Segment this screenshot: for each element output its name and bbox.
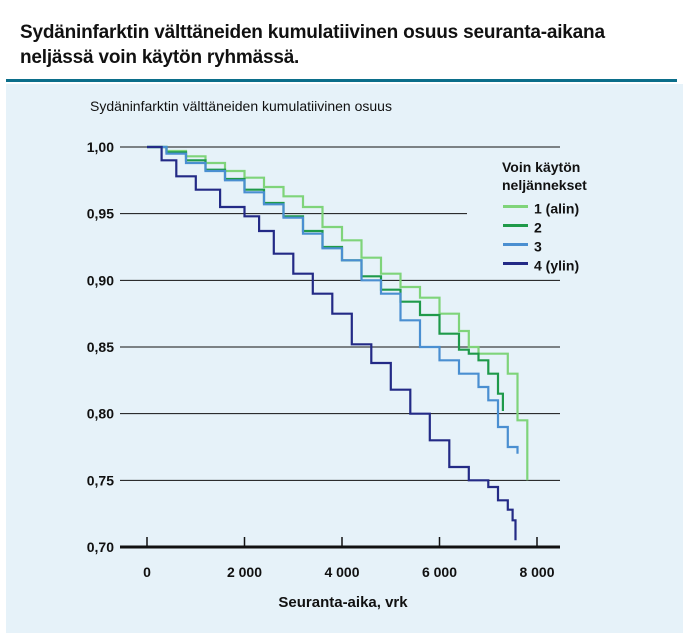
legend-swatch [503,242,528,246]
y-tick-label: 0,85 [87,339,114,355]
y-tick-label: 0,95 [87,206,114,222]
series-line-2 [147,145,504,411]
legend-title: Voin käytön neljännekset [502,159,587,193]
y-tick-label: 0,80 [87,406,114,422]
x-tick-label: 2 000 [227,564,262,580]
y-tick-label: 1,00 [87,139,114,155]
legend-label: 1 (alin) [534,200,580,217]
header-divider [6,79,677,82]
legend-item: 3 [503,236,542,254]
series-line-3 [147,145,519,454]
legend-swatch [503,204,528,208]
chart-title: Sydäninfarktin välttäneiden kumulatiivin… [90,98,392,114]
x-tick-label: 8 000 [519,564,554,580]
legend-label: 4 (ylin) [534,257,580,274]
figure-title: Sydäninfarktin välttäneiden kumulatiivin… [20,22,605,68]
figure-header: Sydäninfarktin välttäneiden kumulatiivin… [6,6,677,78]
legend-label: 2 [534,219,542,236]
x-tick-label: 6 000 [422,564,457,580]
chart-panel [6,84,683,633]
legend-swatch [503,223,528,227]
x-tick-label: 0 [143,564,151,580]
legend-item: 2 [503,217,542,235]
x-tick-label: 4 000 [324,564,359,580]
legend-label: 3 [534,238,542,255]
y-tick-label: 0,75 [87,472,114,488]
legend-item: 4 (ylin) [503,255,579,273]
series-line-1 [147,145,529,481]
y-tick-label: 0,70 [87,539,114,555]
legend-swatch [503,261,528,265]
y-tick-label: 0,90 [87,272,114,288]
x-axis-label: Seuranta-aika, vrk [278,594,408,611]
series-line-4 [147,145,517,541]
legend-item: 1 (alin) [503,198,579,216]
